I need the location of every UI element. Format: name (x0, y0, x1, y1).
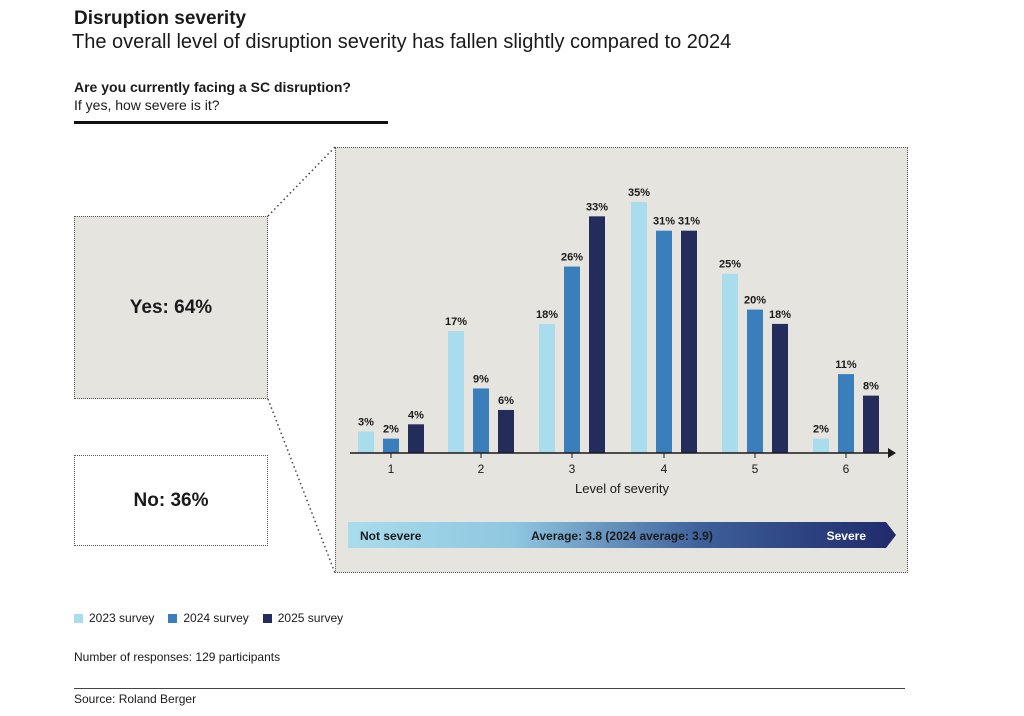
x-tick-label: 4 (661, 462, 668, 476)
scale-not-severe-label: Not severe (360, 529, 422, 543)
legend-label: 2023 survey (89, 611, 155, 625)
x-tick-label: 6 (843, 462, 850, 476)
data-label: 31% (653, 216, 675, 228)
scale-average-label: Average: 3.8 (2024 average: 3.9) (531, 529, 713, 543)
data-label: 2% (383, 424, 399, 436)
bar-2024-survey-4 (656, 230, 672, 453)
data-label: 17% (445, 316, 467, 328)
question-underline (74, 121, 388, 124)
severity-scale-bar (348, 522, 896, 548)
data-label: 31% (678, 216, 700, 228)
data-label: 4% (408, 409, 424, 421)
footer-divider (74, 688, 905, 689)
data-label: 35% (628, 187, 650, 199)
survey-question: Are you currently facing a SC disruption… (74, 79, 351, 95)
bar-2025-survey-3 (589, 216, 605, 453)
legend-swatch-icon (74, 613, 83, 623)
response-count: Number of responses: 129 participants (74, 650, 281, 664)
legend-item: 2023 survey (74, 611, 154, 625)
scale-severe-label: Severe (827, 529, 867, 543)
bar-2024-survey-1 (383, 438, 399, 453)
bar-2024-survey-2 (473, 388, 489, 453)
no-answer-box: No: 36% (74, 455, 268, 546)
bar-2025-survey-1 (408, 424, 424, 453)
data-label: 8% (863, 381, 879, 393)
legend: 2023 survey 2024 survey 2025 survey (74, 611, 343, 625)
legend-label: 2024 survey (183, 611, 249, 625)
data-label: 18% (769, 309, 791, 321)
x-tick-label: 2 (478, 462, 485, 476)
no-answer-label: No: 36% (133, 489, 209, 511)
data-label: 9% (473, 373, 489, 385)
legend-swatch-icon (168, 613, 178, 623)
data-label: 20% (744, 295, 766, 307)
x-tick-label: 1 (388, 462, 395, 476)
bar-2025-survey-2 (498, 409, 514, 453)
survey-subquestion: If yes, how severe is it? (74, 97, 220, 113)
bar-2023-survey-4 (631, 202, 647, 453)
bar-2025-survey-6 (863, 395, 879, 453)
source-note: Source: Roland Berger (74, 692, 197, 706)
legend-item: 2024 survey (168, 611, 249, 625)
x-axis-title: Level of severity (575, 481, 669, 496)
data-label: 18% (536, 309, 558, 321)
bar-2023-survey-5 (722, 273, 738, 453)
page-subtitle: The overall level of disruption severity… (72, 31, 732, 53)
legend-item: 2025 survey (262, 611, 344, 625)
data-label: 25% (719, 259, 741, 271)
bar-2024-survey-3 (564, 266, 580, 453)
bar-2023-survey-2 (448, 331, 464, 453)
data-label: 6% (498, 395, 514, 407)
x-tick-label: 3 (569, 462, 576, 476)
bar-2024-survey-6 (838, 374, 854, 453)
x-tick-label: 5 (752, 462, 759, 476)
bar-2025-survey-4 (681, 230, 697, 453)
legend-label: 2025 survey (277, 611, 344, 625)
page-title: Disruption severity (74, 8, 247, 29)
bar-2023-survey-3 (539, 323, 555, 453)
legend-swatch-icon (262, 613, 272, 623)
yes-answer-label: Yes: 64% (129, 296, 213, 318)
chart-panel: 3% 17% 18% 35% 25% 2% 2% 9% 26% 31% 20% 11% 4% 6% 33% 3… (335, 147, 908, 573)
data-label: 33% (586, 201, 608, 213)
bar-2024-survey-5 (747, 309, 763, 453)
data-label: 2% (813, 424, 829, 436)
severity-bar-chart: 3%17%18%35%25%2%2%9%26%31%20%11%4%6%33%3… (348, 187, 896, 548)
bar-2023-survey-1 (358, 431, 374, 453)
yes-answer-box: Yes: 64% (74, 216, 268, 399)
x-axis-arrow-icon (888, 448, 896, 458)
data-label: 11% (835, 359, 857, 371)
bar-2025-survey-5 (772, 323, 788, 453)
data-label: 3% (358, 416, 374, 428)
data-label: 26% (561, 252, 583, 264)
bar-2023-survey-6 (813, 438, 829, 453)
